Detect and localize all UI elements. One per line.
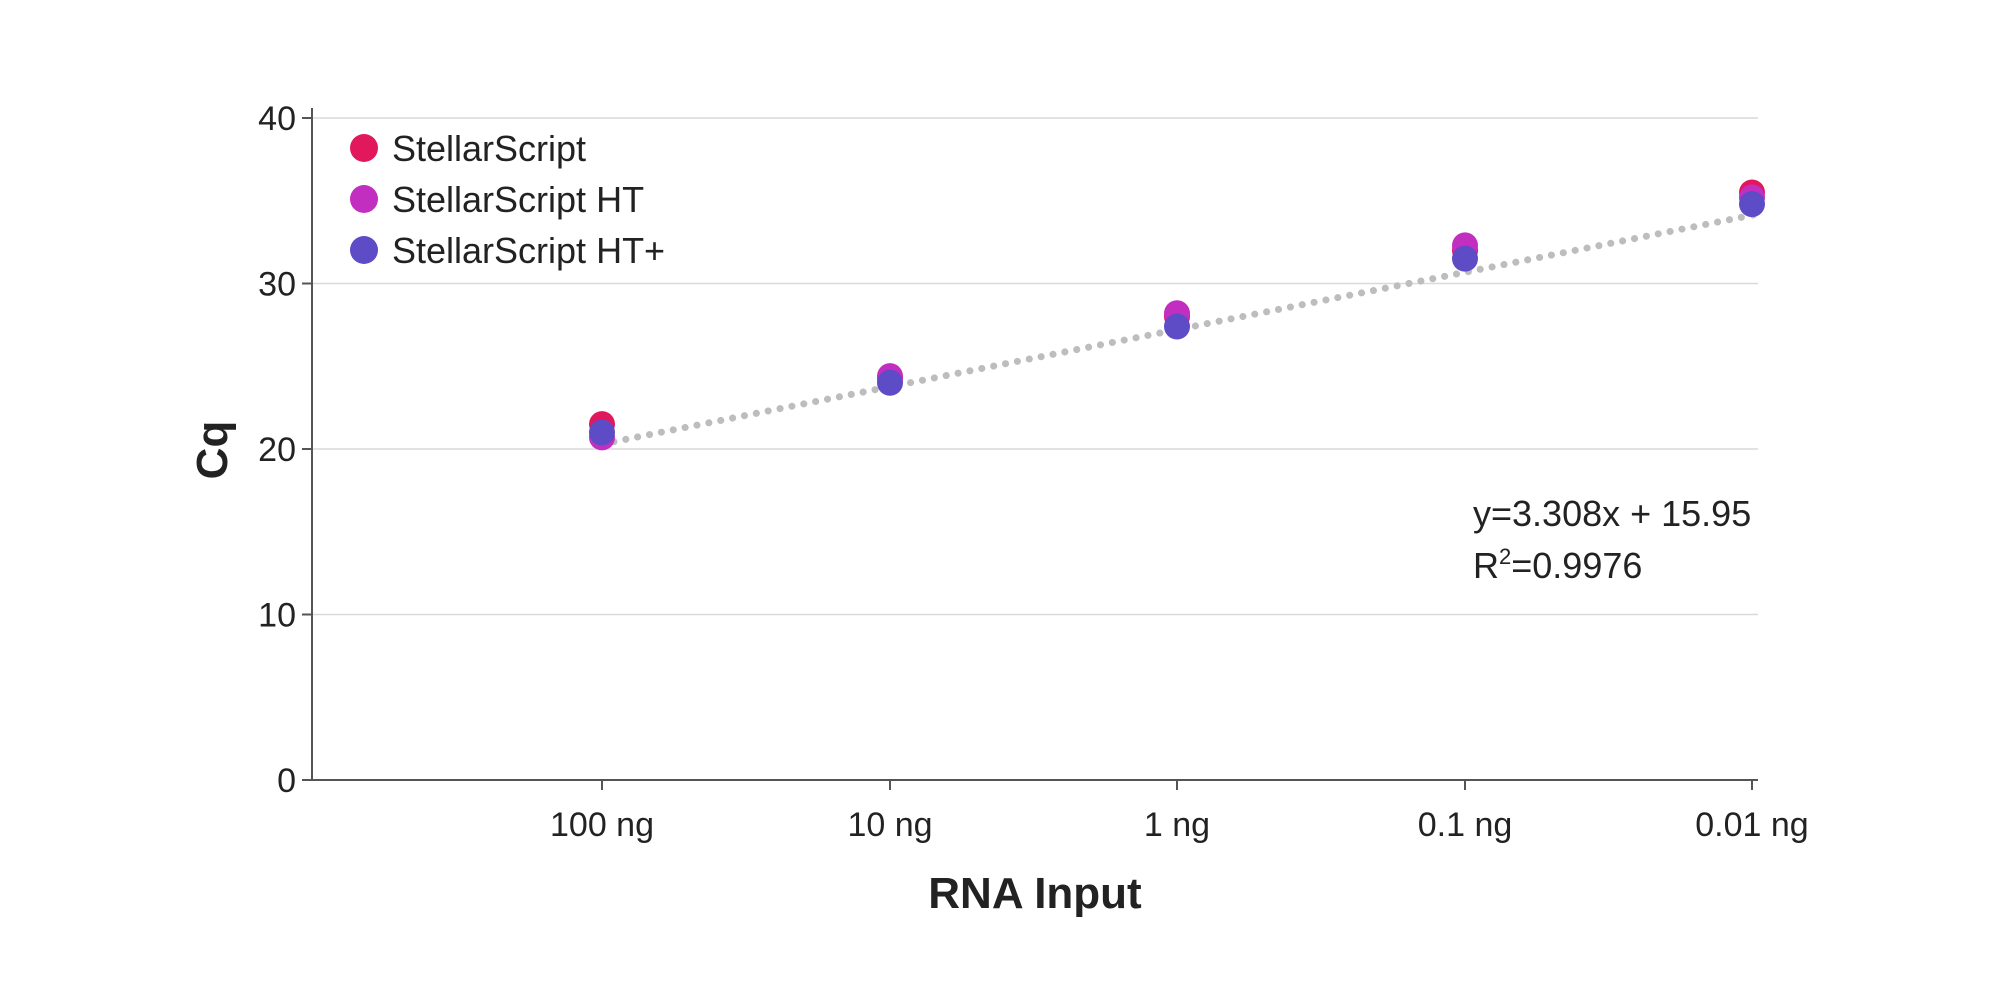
x-tick-label: 0.1 ng (1418, 806, 1513, 844)
x-axis-title: RNA Input (928, 869, 1142, 918)
y-tick-label: 30 (258, 266, 296, 304)
legend-marker (350, 236, 378, 264)
axes: 0 10 20 30 40 100 ng 10 ng 1 ng 0.1 ng 0.01 ng (258, 100, 1809, 844)
point-stellarscript-ht-plus-1 (877, 369, 903, 396)
legend: StellarScript StellarScript HT StellarScri… (350, 128, 665, 271)
trendline-equation: y=3.308x + 15.95 (1473, 493, 1751, 534)
point-stellarscript-ht-plus-0 (589, 419, 615, 446)
x-tick-label: 1 ng (1144, 806, 1210, 844)
r-squared-annotation: R2=0.9976 (1473, 544, 1642, 586)
x-tick-label: 0.01 ng (1695, 806, 1808, 844)
point-stellarscript-ht-plus-2 (1164, 313, 1190, 340)
legend-label: StellarScript HT (392, 179, 644, 220)
point-stellarscript-ht-plus-4 (1739, 191, 1765, 218)
y-tick-label: 20 (258, 431, 296, 469)
r-squared-value: =0.9976 (1511, 545, 1642, 586)
x-tick-label: 100 ng (550, 806, 654, 844)
r-squared-superscript: 2 (1499, 544, 1511, 569)
y-tick-label: 0 (277, 762, 296, 800)
y-tick-label: 40 (258, 100, 296, 138)
trendline (598, 210, 1762, 448)
r-squared-prefix: R (1473, 545, 1499, 586)
x-tick-label: 10 ng (847, 806, 932, 844)
data-points (589, 179, 1765, 451)
legend-label: StellarScript HT+ (392, 230, 665, 271)
legend-label: StellarScript (392, 128, 586, 169)
legend-marker (350, 134, 378, 162)
trendline-layer (598, 210, 1762, 448)
y-tick-label: 10 (258, 597, 296, 635)
y-axis-title: Cq (188, 421, 237, 480)
point-stellarscript-ht-plus-3 (1452, 245, 1478, 272)
gridlines (312, 117, 1758, 616)
legend-marker (350, 185, 378, 213)
